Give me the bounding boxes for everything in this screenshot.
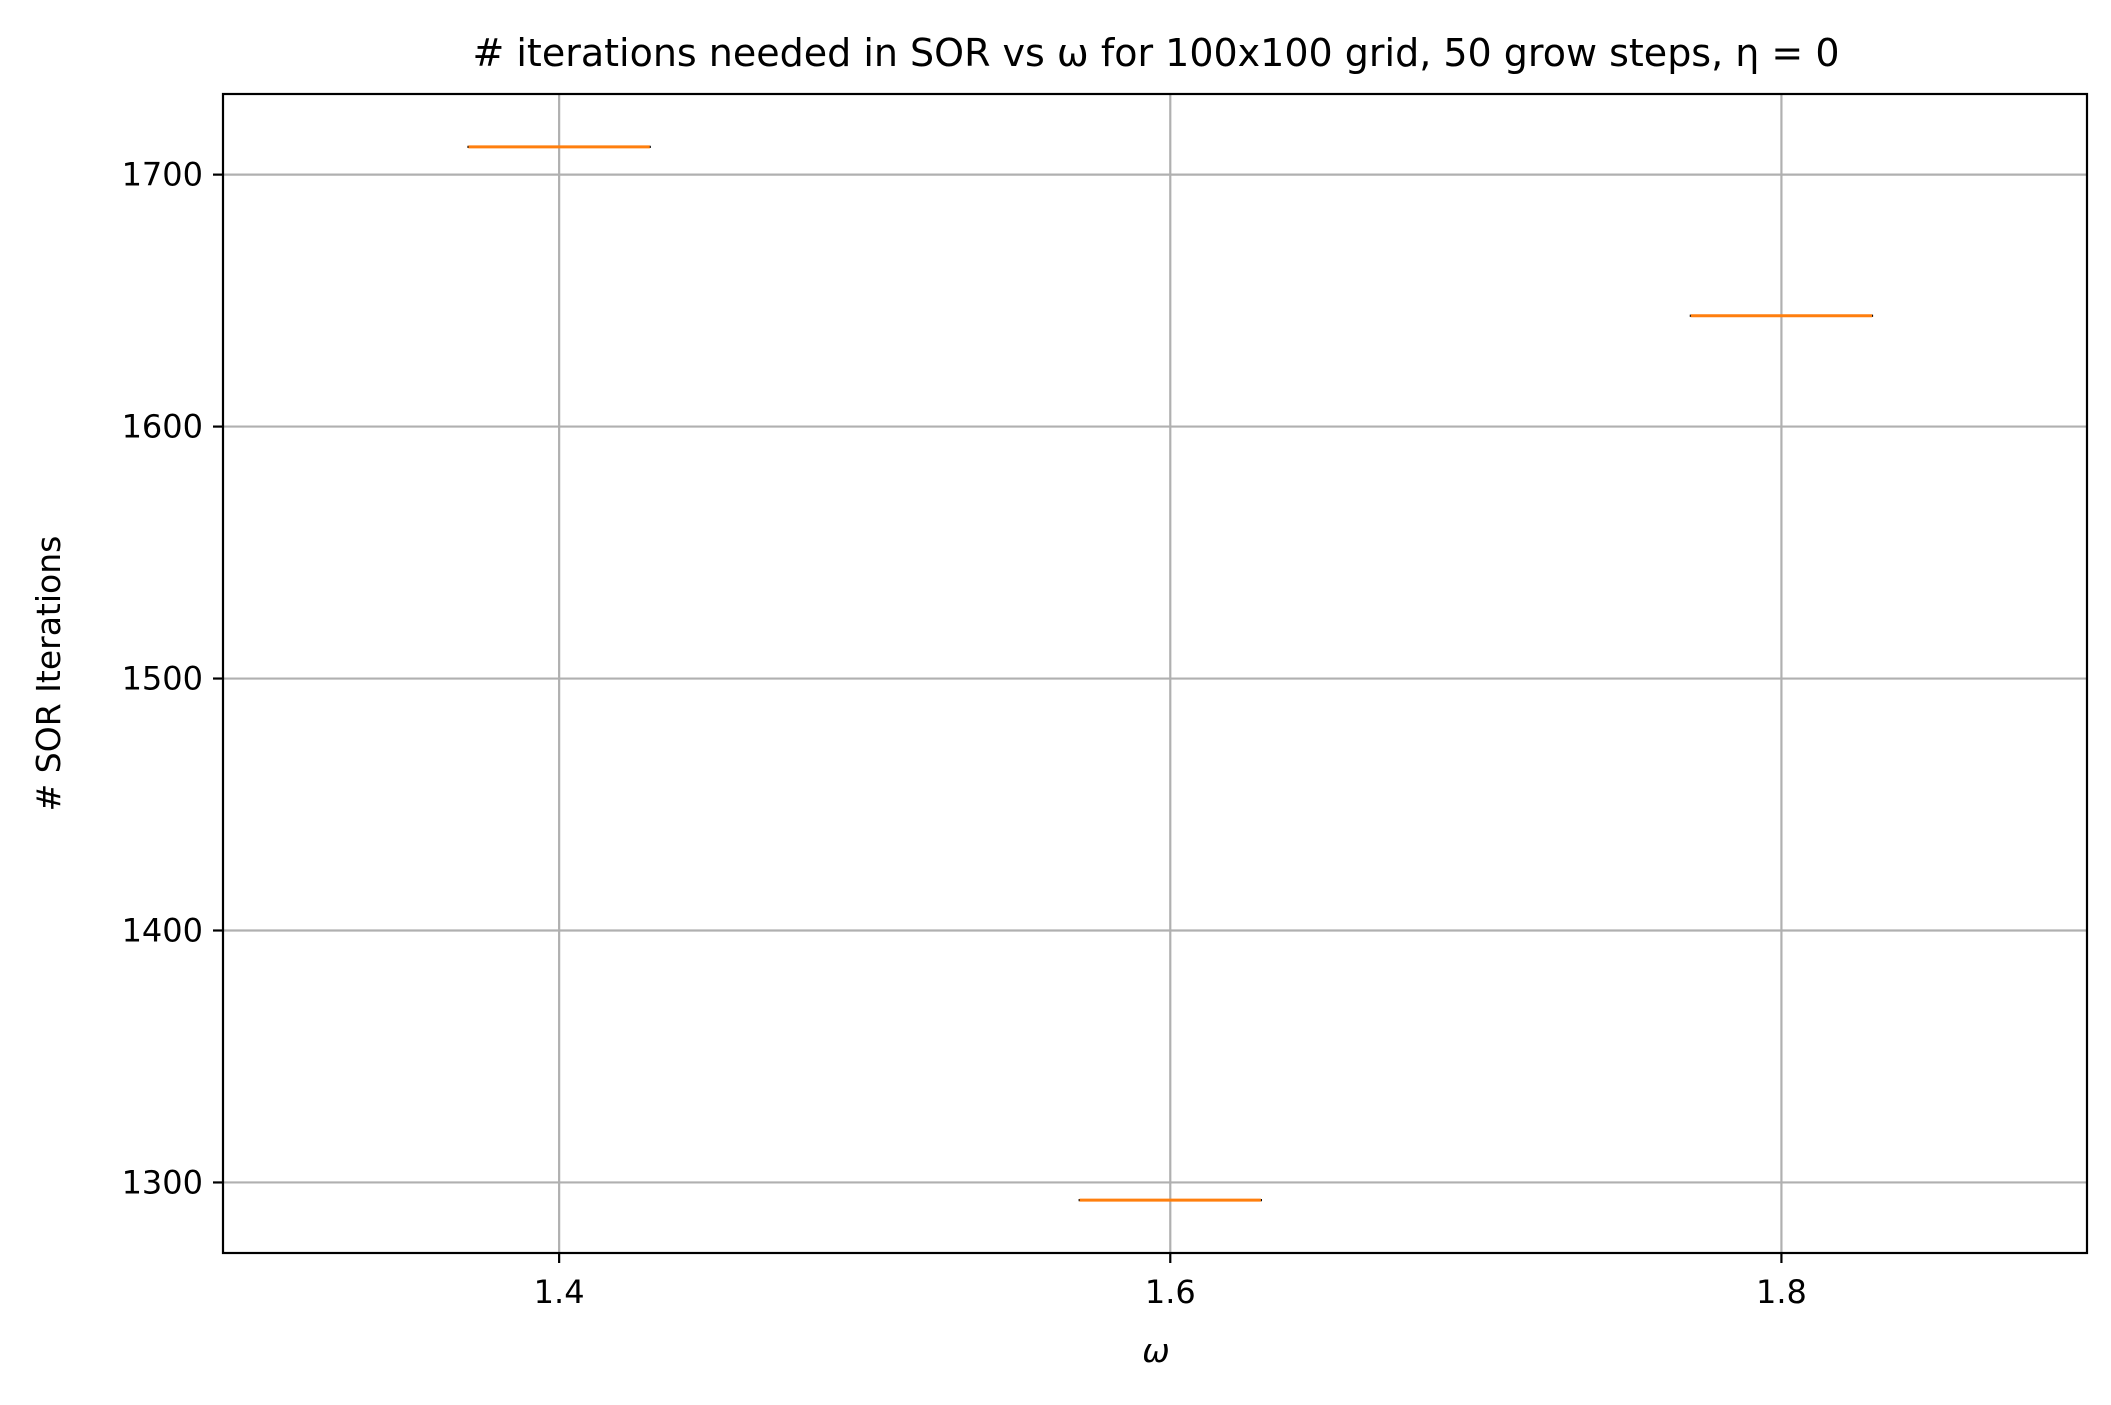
y-tick-label: 1300 — [122, 1163, 203, 1201]
y-tick-label: 1500 — [122, 660, 203, 698]
chart-title: # iterations needed in SOR vs ω for 100x… — [472, 31, 1839, 75]
axis-ticks: 1.4 1.6 1.8 1300 1400 1500 1600 1700 — [122, 156, 1807, 1311]
y-axis-label: # SOR Iterations — [29, 536, 68, 812]
x-axis-label: ω — [1142, 1331, 1170, 1370]
plot-frame — [221, 92, 2089, 1255]
x-tick-label: 1.8 — [1756, 1273, 1807, 1311]
y-tick-label: 1600 — [122, 408, 203, 446]
y-tick-label: 1400 — [122, 911, 203, 949]
grid — [223, 94, 2087, 1253]
x-tick-label: 1.6 — [1145, 1273, 1196, 1311]
box-marks — [467, 145, 1874, 1202]
x-tick-label: 1.4 — [534, 1273, 585, 1311]
y-tick-label: 1700 — [122, 156, 203, 194]
